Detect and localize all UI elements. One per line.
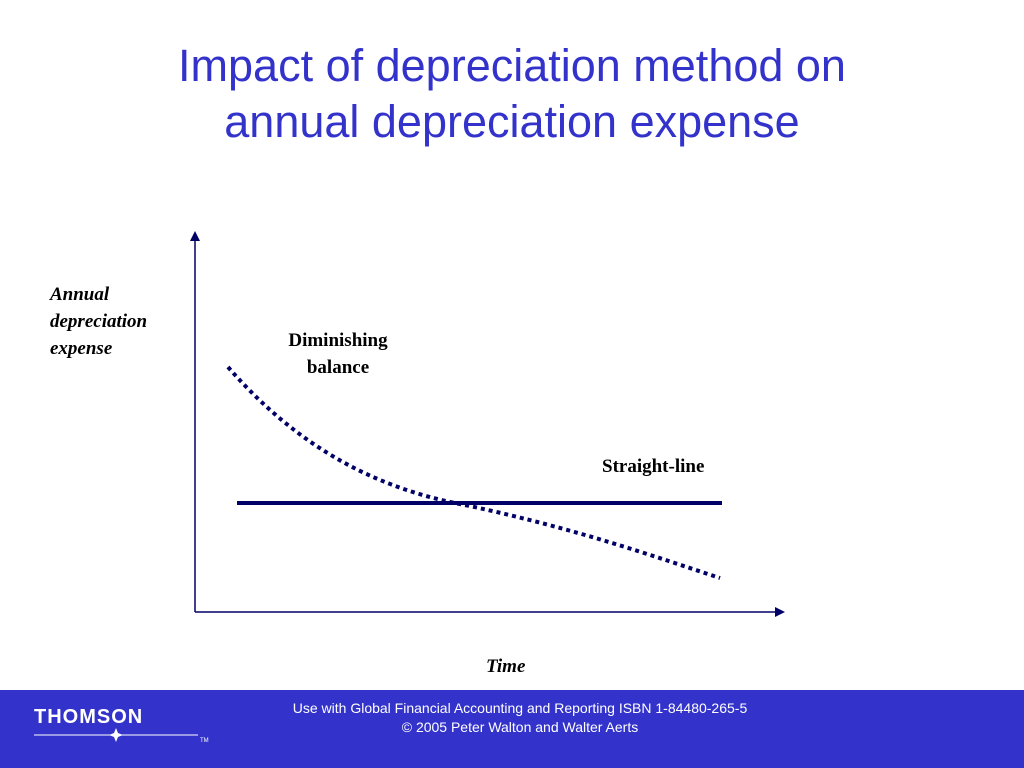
diminishing-balance-label-line: Diminishing xyxy=(288,330,388,351)
footer-line-2: © 2005 Peter Walton and Walter Aerts xyxy=(401,719,639,735)
footer-bar: THOMSON TM Use with Global Financial Acc… xyxy=(0,690,1024,768)
footer-text: Use with Global Financial Accounting and… xyxy=(210,699,830,737)
y-axis-label-line: expense xyxy=(50,338,113,359)
diminishing-balance-label: Diminishing balance xyxy=(270,327,406,381)
logo-trademark: TM xyxy=(200,738,209,744)
y-axis-label: Annual depreciation expense xyxy=(50,281,147,362)
thomson-logo: THOMSON TM xyxy=(30,706,215,750)
slide-title-line-1: Impact of depreciation method on xyxy=(178,40,846,91)
diminishing-balance-curve xyxy=(226,365,721,580)
slide-title-line-2: annual depreciation expense xyxy=(224,96,800,147)
diminishing-balance-label-line: balance xyxy=(306,357,370,378)
straight-line-label: Straight-line xyxy=(602,456,705,477)
logo-wordmark: THOMSON xyxy=(34,706,144,728)
logo-star-icon xyxy=(34,728,198,742)
footer-line-1: Use with Global Financial Accounting and… xyxy=(292,700,748,716)
x-axis-label: Time xyxy=(486,656,526,677)
y-axis-label-line: Annual xyxy=(50,284,110,305)
slide-title: Impact of depreciation method on annual … xyxy=(0,38,1024,150)
y-axis-label-line: depreciation xyxy=(50,311,148,332)
depreciation-diagram xyxy=(190,231,785,617)
